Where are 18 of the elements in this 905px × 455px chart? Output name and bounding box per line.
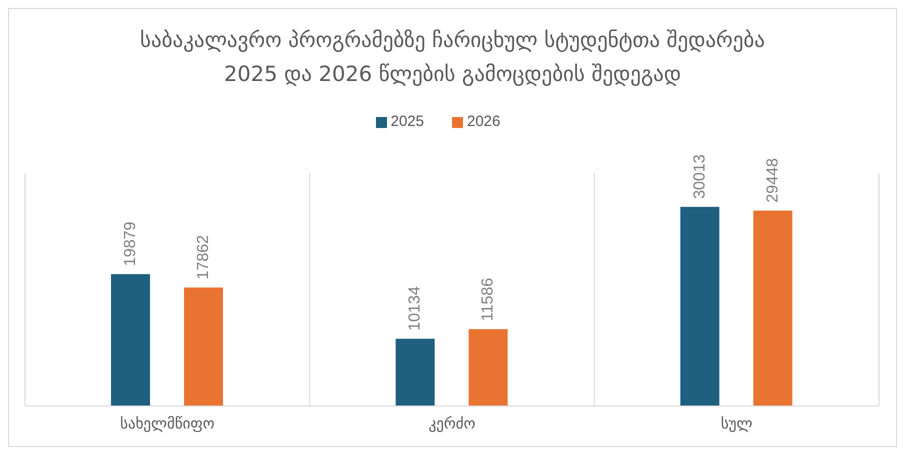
- data-label: 30013: [691, 154, 708, 199]
- bar: [396, 338, 435, 406]
- x-tick-label: კერძო: [428, 414, 476, 433]
- data-label: 10134: [406, 286, 424, 331]
- bar: [468, 329, 508, 406]
- legend-label: 2026: [467, 113, 500, 130]
- x-tick-label: სულ: [720, 414, 753, 433]
- data-label: 19879: [122, 222, 139, 266]
- bar: [680, 206, 720, 406]
- bar: [753, 210, 792, 406]
- bar: [111, 274, 150, 406]
- chart-title: საბაკალავრო პროგრამებზე ჩარიცხულ სტუდენტთა შედარება 2025 და 2026 წლების გამოცდების შედეგად: [139, 27, 766, 88]
- bar: [184, 287, 223, 406]
- x-tick-label: სახელმწიფო: [120, 414, 215, 433]
- data-label: 17862: [195, 234, 212, 280]
- legend-label: 2025: [390, 113, 424, 130]
- data-label: 29448: [764, 158, 782, 203]
- data-label: 11586: [480, 278, 497, 322]
